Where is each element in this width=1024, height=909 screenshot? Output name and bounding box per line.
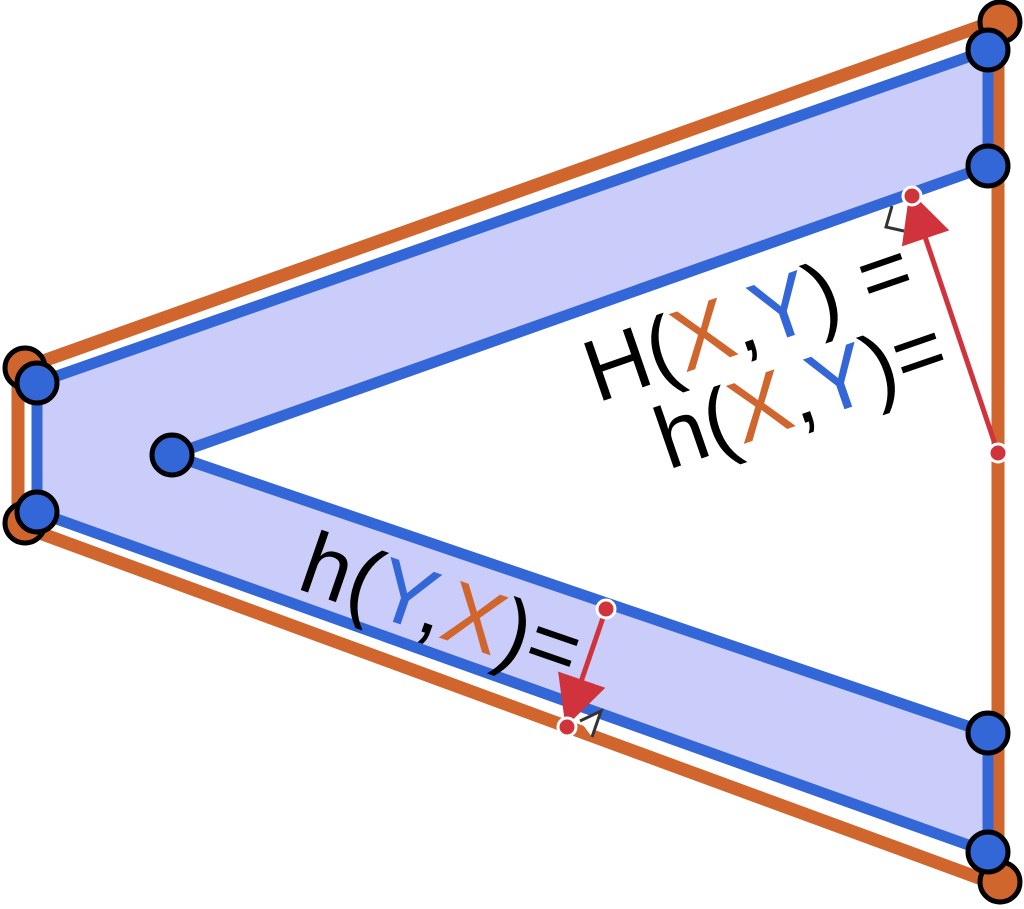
- y-vertex: [17, 363, 57, 403]
- y-vertex: [17, 492, 57, 532]
- y-vertex: [968, 30, 1008, 70]
- distance-point-y-edge: [903, 187, 921, 205]
- distance-point-x-edge: [989, 444, 1007, 462]
- y-vertex: [968, 713, 1008, 753]
- distance-point-y-inner: [597, 600, 615, 618]
- distance-point-x-bottom: [558, 718, 576, 736]
- y-vertex: [968, 832, 1008, 872]
- y-vertex: [968, 146, 1008, 186]
- directed-yx-equation: h(Y,X)=: [289, 512, 595, 700]
- y-vertex: [152, 435, 192, 475]
